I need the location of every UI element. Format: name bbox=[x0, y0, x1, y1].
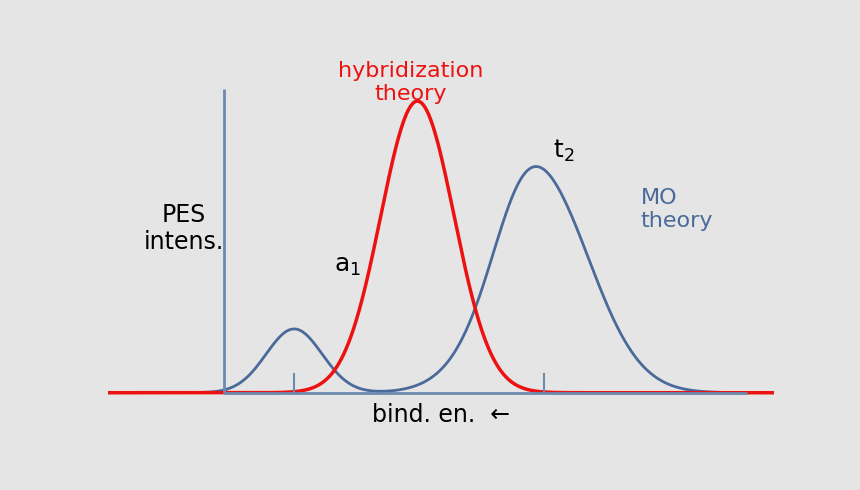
Text: hybridization
theory: hybridization theory bbox=[338, 61, 483, 104]
Text: PES
intens.: PES intens. bbox=[144, 203, 224, 254]
Text: bind. en.  ←: bind. en. ← bbox=[372, 403, 510, 427]
Text: $\mathrm{a_1}$: $\mathrm{a_1}$ bbox=[334, 254, 361, 278]
Text: MO
theory: MO theory bbox=[641, 188, 713, 231]
Text: $\mathrm{t_2}$: $\mathrm{t_2}$ bbox=[553, 138, 574, 165]
